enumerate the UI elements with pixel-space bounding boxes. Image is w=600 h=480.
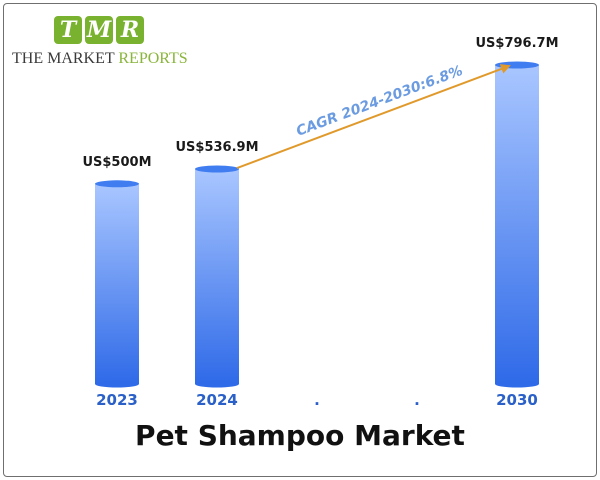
category-label-1: 2024 [196, 391, 238, 409]
category-label-3: . [414, 391, 420, 409]
category-label-0: 2023 [96, 391, 138, 409]
bar-cap-2024 [195, 165, 239, 173]
value-label-2023: US$500M [82, 155, 151, 170]
logo-wordmark: THE MARKET REPORTS [12, 50, 188, 68]
cagr-arrow [236, 64, 511, 169]
logo-text-main: THE MARKET [12, 50, 119, 67]
value-label-2024: US$536.9M [175, 140, 258, 155]
tmr-logo: T M R THE MARKET REPORTS [10, 16, 190, 72]
bar-base-2024 [195, 380, 239, 388]
annotation-group: CAGR 2024-2030:6.8% [236, 63, 511, 169]
logo-letters: T M R [54, 16, 144, 44]
category-label-2: . [314, 391, 320, 409]
logo-text-accent: REPORTS [118, 50, 188, 67]
bar-base-2023 [95, 380, 139, 388]
bar-cap-2030 [495, 61, 539, 69]
logo-letter-t: T [54, 16, 82, 44]
bar-base-2030 [495, 380, 539, 388]
value-label-2030: US$796.7M [475, 36, 558, 51]
labels-group: US$500M 2023 US$536.9M 2024. . US$796.7M 2030 [82, 36, 558, 409]
logo-letter-r: R [116, 16, 144, 44]
bar-2030 [495, 65, 539, 384]
bar-2024 [195, 169, 239, 384]
bar-cap-2023 [95, 180, 139, 188]
category-label-4: 2030 [496, 391, 538, 409]
chart-title: Pet Shampoo Market [135, 419, 465, 452]
cagr-label: CAGR 2024-2030:6.8% [294, 63, 465, 140]
bars-group [95, 61, 539, 388]
bar-2023 [95, 183, 139, 384]
logo-letter-m: M [85, 16, 113, 44]
